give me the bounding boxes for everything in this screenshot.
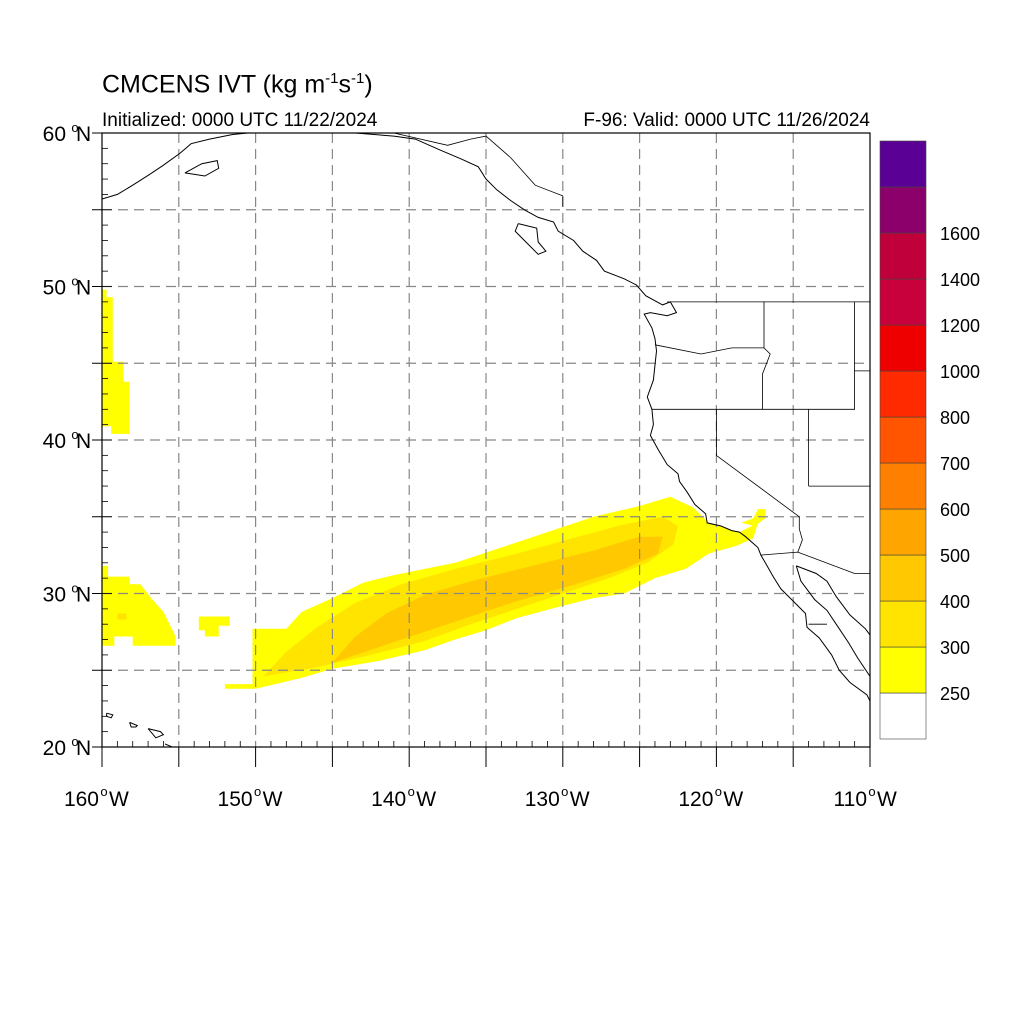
degree-symbol: o (408, 784, 415, 799)
graticule-layer (102, 133, 870, 747)
longitude-hemisphere: W (570, 788, 590, 811)
longitude-label: 130 (525, 788, 560, 811)
latitude-hemisphere: N (76, 584, 91, 607)
colorbar-swatch (879, 186, 927, 234)
title-mid: s (338, 70, 352, 99)
colorbar-swatch (879, 370, 927, 418)
colorbar-swatch (879, 416, 927, 464)
ca-nv-border (716, 409, 800, 518)
north-patch-250 (102, 289, 130, 434)
or-id-border (762, 347, 771, 410)
coastal-patch-250 (741, 509, 766, 526)
colorbar-swatch (879, 692, 927, 740)
longitude-hemisphere: W (416, 788, 436, 811)
colorbar-swatch (879, 232, 927, 280)
colorbar-label: 300 (940, 638, 970, 658)
small-patch-250 (198, 616, 230, 637)
longitude-hemisphere: W (877, 788, 897, 811)
latitude-hemisphere: N (76, 277, 91, 300)
latitude-label: 60 (43, 123, 66, 146)
longitude-hemisphere: W (723, 788, 743, 811)
colorbar-label: 1200 (940, 316, 980, 336)
maui (147, 728, 165, 739)
latitude-hemisphere: N (76, 430, 91, 453)
west-patch-300 (117, 613, 127, 620)
degree-symbol: o (71, 734, 78, 749)
latitude-label: 40 (43, 430, 66, 453)
colorbar-swatch (879, 278, 927, 326)
title-main: CMCENS IVT (kg m (102, 70, 326, 99)
us-mexico-border (760, 551, 870, 574)
colorbar-label: 700 (940, 454, 970, 474)
colorbar-label: 1000 (940, 362, 980, 382)
degree-symbol: o (868, 784, 875, 799)
degree-symbol: o (715, 784, 722, 799)
degree-symbol: o (71, 581, 78, 596)
title-exponent-1: -1 (325, 70, 339, 87)
haida-gwaii (514, 223, 547, 255)
colorbar-label: 1600 (940, 224, 980, 244)
colorbar-swatch (879, 324, 927, 372)
title-exponent-2: -1 (351, 70, 365, 87)
axis-ticks (92, 132, 871, 767)
longitude-hemisphere: W (263, 788, 283, 811)
colorbar-swatch (879, 646, 927, 694)
longitude-label: 140 (371, 788, 406, 811)
colorbar-label: 600 (940, 500, 970, 520)
longitude-hemisphere: W (109, 788, 129, 811)
latitude-hemisphere: N (76, 737, 91, 760)
colorbar-swatch (879, 462, 927, 510)
colorbar-swatch (879, 140, 927, 188)
colorbar-label: 500 (940, 546, 970, 566)
colorbar-label: 1400 (940, 270, 980, 290)
atmospheric-river-400 (332, 536, 663, 663)
valid-time: F-96: Valid: 0000 UTC 11/26/2024 (583, 110, 870, 131)
or-wa-border (654, 301, 765, 355)
degree-symbol: o (100, 784, 107, 799)
gulf-of-california-coast (795, 565, 870, 677)
colorbar-label: 250 (940, 684, 970, 704)
initialized-time: Initialized: 0000 UTC 11/22/2024 (102, 110, 378, 131)
colorbar-label: 400 (940, 592, 970, 612)
ca-or-border (651, 370, 870, 410)
political-boundary-layer (393, 133, 870, 625)
colorbar-swatch (879, 508, 927, 556)
degree-symbol: o (71, 427, 78, 442)
oahu (129, 721, 139, 728)
hawaii-islands (106, 712, 114, 719)
latitude-label: 30 (43, 584, 66, 607)
colorbar-swatch (879, 600, 927, 648)
title-end: ) (364, 70, 373, 99)
latitude-hemisphere: N (76, 123, 91, 146)
longitude-label: 150 (218, 788, 253, 811)
longitude-label: 160 (64, 788, 99, 811)
degree-symbol: o (71, 120, 78, 135)
colorbar-label: 800 (940, 408, 970, 428)
north-america-coast (209, 133, 870, 702)
west-patch-250 (102, 565, 176, 646)
longitude-label: 110 (834, 788, 867, 811)
map-title: CMCENS IVT (kg m-1s-1) (102, 70, 373, 99)
longitude-label: 120 (678, 788, 713, 811)
colorbar: 250 300 400 500 600 700 800 1000 1200 1400 1600 (879, 140, 980, 740)
latitude-label: 20 (43, 737, 66, 760)
kodiak-island (184, 160, 220, 177)
degree-symbol: o (254, 784, 261, 799)
longitude-labels: 160 o W 150 o W 140 o W 130 o W 120 o W 110 o W (64, 784, 897, 811)
latitude-label: 50 (43, 277, 66, 300)
coastline-layer (102, 133, 870, 747)
degree-symbol: o (561, 784, 568, 799)
alaska-peninsula-coast (102, 138, 210, 200)
ca-az-border (797, 516, 803, 553)
colorbar-swatch (879, 554, 927, 602)
big-island (164, 743, 174, 747)
alaska-bc-border (393, 133, 564, 207)
mainland-mexico-coast (796, 565, 870, 636)
degree-symbol: o (71, 274, 78, 289)
ivt-shading-layer (102, 289, 766, 689)
